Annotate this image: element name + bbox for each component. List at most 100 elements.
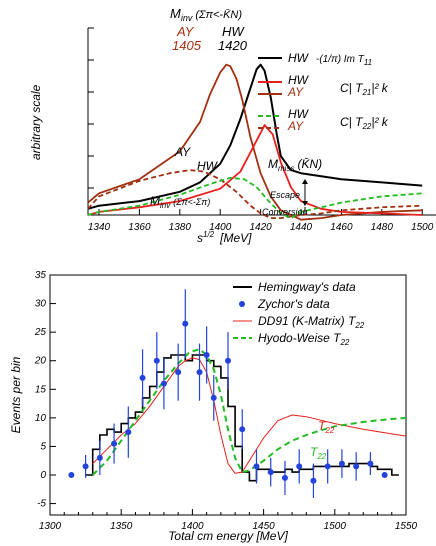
zychor-point [296, 463, 303, 470]
zychor-point [281, 474, 288, 481]
zychor-point [139, 374, 146, 381]
mmiss-annotation: Mmiss (K̄N) [268, 157, 322, 173]
top-x-tick-label: 1480 [371, 222, 394, 233]
bottom-curves [85, 348, 407, 482]
bottom-y-tick-label: 20 [34, 356, 47, 367]
minv-bottom-main: M [150, 194, 160, 208]
hemingway-histogram [85, 354, 399, 482]
mmiss-sub: miss [278, 164, 294, 173]
escape-label: Escape [270, 190, 300, 200]
bottom-x-tick-label: 1350 [110, 521, 133, 532]
zychor-point [338, 460, 345, 467]
minv-bottom-sub: inv [160, 201, 171, 210]
top-series-ay_t21 [87, 63, 423, 221]
legend-hemingway: Hemingway's data [258, 280, 356, 294]
zychor-point [125, 429, 132, 436]
mmiss-main: M [268, 157, 278, 171]
top-x-axis-label: s1/2 [MeV] [197, 230, 252, 245]
legend-dd91: DD91 (K-Matrix) T22 [258, 314, 365, 330]
legend-ay2: AY [287, 85, 304, 99]
zychor-point [196, 369, 203, 376]
legend-hw2: HW [288, 73, 310, 87]
minv-bottom-annotation: Minv (Σπ<-Σπ) [150, 194, 210, 210]
escape-arrow-head-down [302, 201, 308, 206]
legend-dd91-main: DD91 (K-Matrix) T [258, 314, 357, 328]
top-chart: 1340 1360 1380 1400 1420 1440 1460 1480 1500 arb… [29, 6, 436, 245]
legend-f2-tail: |² k [371, 81, 388, 95]
top-curves [87, 63, 423, 221]
bottom-x-tick-label: 1300 [39, 521, 62, 532]
bottom-y-tick-label: 15 [35, 384, 47, 395]
hw-mass-label: 1420 [218, 38, 248, 53]
legend-ay3: AY [287, 119, 304, 133]
ay-label: AY [176, 24, 195, 39]
zychor-point [253, 463, 260, 470]
minv-bottom-paren: (Σπ<-Σπ) [173, 197, 210, 207]
bottom-y-tick-label: 0 [40, 470, 46, 481]
legend-hyodo-sub: 22 [339, 338, 349, 347]
top-x-axis-label-main: s [197, 231, 203, 245]
top-x-tick-label: 1340 [88, 222, 111, 233]
top-x-tick-label: 1360 [128, 222, 151, 233]
bottom-y-tick-label: 25 [34, 327, 47, 338]
legend-dd91-sub: 22 [354, 321, 364, 330]
red-curve-label-main: T [318, 419, 327, 433]
legend-f1-sub: 11 [364, 58, 372, 67]
bottom-x-tick-label: 1400 [181, 521, 204, 532]
red-curve-label-sub: 22 [324, 426, 334, 435]
red-curve-label: T22 [318, 419, 335, 435]
legend-f3-tail: |² k [371, 115, 388, 129]
top-x-tick-label: 1500 [411, 222, 434, 233]
top-series-hw_t22 [87, 176, 423, 219]
conversion-label: Conversion [262, 207, 308, 217]
bottom-series-dd91_t22 [92, 357, 407, 474]
zychor-point [182, 320, 189, 327]
zychor-points [68, 289, 388, 498]
bottom-y-tick-label: 35 [35, 270, 47, 281]
zychor-point [310, 477, 317, 484]
legend-hyodo: Hyodo-Weise T22 [258, 331, 350, 347]
top-x-tick-label: 1420 [249, 222, 272, 233]
top-x-tick-label: 1380 [169, 222, 192, 233]
bottom-y-tick-label: 5 [40, 441, 46, 452]
ay-mass-label: 1405 [172, 38, 202, 53]
bottom-y-tick-label: 10 [35, 413, 47, 424]
green-curve-label: T22 [310, 445, 327, 461]
top-x-tick-label: 1460 [330, 222, 353, 233]
mmiss-paren: (K̄N) [297, 157, 322, 171]
green-curve-label-sub: 22 [316, 452, 326, 461]
bottom-chart: 1300 1350 1400 1450 1500 1550 -5 0 5 10 15 20 25 30 35… [9, 270, 418, 543]
top-legend: HW -(1/π) Im T11 HW AY C| T21|² k HW AY C… [258, 51, 389, 133]
bottom-x-tick-label: 1450 [252, 521, 275, 532]
top-series-hw_t21 [87, 124, 423, 216]
zychor-point [324, 463, 331, 470]
top-x-tick-label: 1400 [209, 222, 232, 233]
zychor-point [96, 454, 103, 461]
zychor-point [203, 352, 210, 358]
minv-top-main: M [170, 6, 181, 21]
zychor-point [267, 469, 274, 476]
legend-hw-t11: HW -(1/π) Im T11 [288, 51, 372, 67]
zychor-point [225, 357, 231, 364]
zychor-point [82, 463, 89, 470]
zychor-point [367, 460, 374, 467]
bottom-x-axis-label: Total cm energy [MeV] [168, 529, 288, 543]
zychor-point [175, 369, 182, 376]
zychor-point [353, 463, 360, 470]
zychor-point [210, 394, 217, 401]
bottom-x-tick-label: 1500 [324, 521, 347, 532]
legend-marker-zychor [239, 301, 245, 307]
legend-t21: C| T21|² k [340, 81, 389, 97]
zychor-point [111, 440, 118, 447]
minv-top-annotation: Minv (Σπ<-K̄N) [170, 6, 242, 23]
legend-t22: C| T22|² k [340, 115, 389, 131]
hw-curve-label: HW [197, 159, 219, 173]
zychor-point [239, 426, 246, 433]
ay-curve-label: AY [174, 145, 191, 159]
bottom-x-tick-label: 1550 [395, 521, 418, 532]
legend-hw1: HW [288, 51, 310, 65]
top-y-axis-label: arbitrary scale [29, 84, 43, 160]
legend-f2: C| T [340, 81, 364, 95]
bottom-y-axis-label: Events per bin [9, 356, 23, 433]
